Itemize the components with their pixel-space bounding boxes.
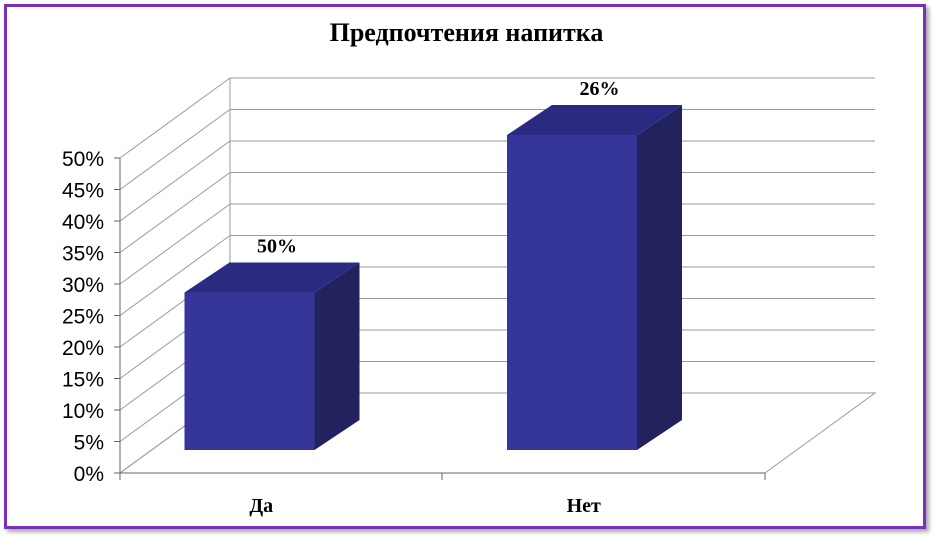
labels: 50% Да 26% Нет (249, 78, 619, 517)
bar-top (184, 262, 360, 293)
y-tick-label: 0% (74, 463, 104, 486)
bar-top (507, 105, 682, 135)
gridline-side (119, 235, 231, 316)
gridline-side (119, 140, 231, 222)
y-tick-label: 30% (62, 274, 104, 297)
y-tick-label: 25% (62, 306, 104, 329)
y-tick-label: 35% (62, 243, 104, 266)
data-label: 50% (257, 236, 297, 258)
gridline-side (119, 109, 231, 190)
bar-side (314, 262, 360, 450)
y-tick-label: 45% (62, 180, 104, 203)
x-tick-label: Нет (567, 495, 601, 517)
y-tick-label: 20% (62, 337, 104, 360)
bar-front (507, 135, 637, 450)
bar-front (184, 292, 315, 450)
y-tick-label: 15% (62, 369, 104, 392)
y-tick-label: 40% (62, 211, 104, 234)
chart-title: Предпочтения напитка (329, 18, 604, 47)
y-tick-label: 5% (74, 432, 104, 455)
gridline-side (119, 172, 231, 253)
data-label: 26% (580, 78, 620, 100)
x-tick-label: Да (249, 495, 273, 517)
gridline-side (119, 203, 231, 285)
bars (184, 105, 682, 450)
y-tick-label: 10% (62, 400, 104, 423)
y-tick-label: 50% (62, 148, 104, 171)
bar-side (637, 105, 682, 450)
y-axis: 0% 5% 10% 15% 20% 25% 30% 35% 40% 45% 50% (62, 148, 766, 486)
gridline-side (119, 77, 231, 159)
